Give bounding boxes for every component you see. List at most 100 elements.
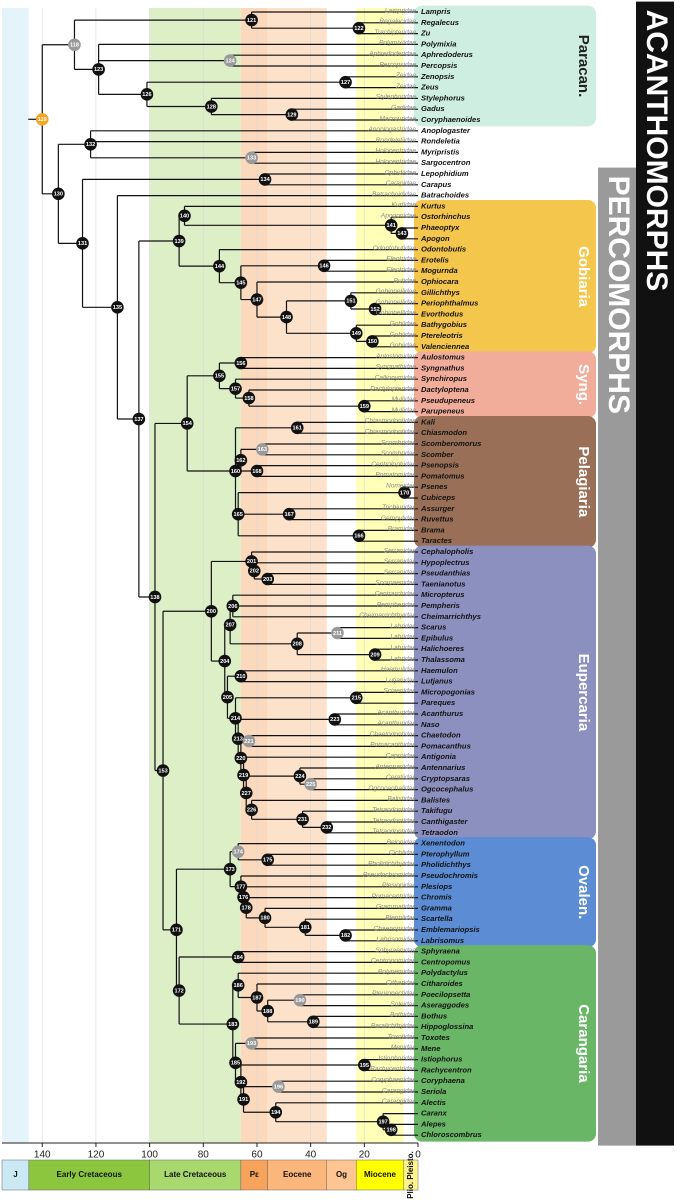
node-label: 189 [309, 1020, 318, 1026]
clade-box [414, 837, 596, 948]
node-label: 190 [295, 998, 304, 1004]
node-label: 129 [287, 112, 296, 118]
family-label: Odontobutidae [373, 245, 417, 252]
family-label: Scombridae [381, 450, 417, 457]
x-tick-label: 80 [198, 1150, 210, 1161]
x-tick-label: 40 [305, 1150, 317, 1161]
clade-label: Ovalen. [575, 865, 592, 919]
genus-label: Apogon [420, 234, 450, 243]
node-label: 148 [282, 315, 291, 321]
node [290, 637, 304, 651]
genus-label: Thalassoma [421, 655, 465, 664]
genus-label: Ruvettus [421, 515, 454, 524]
node-label: 188 [263, 1009, 272, 1015]
node-label: 166 [354, 534, 363, 540]
clade-box [414, 351, 596, 418]
genus-label: Aphredoderus [420, 50, 473, 59]
family-label: Rachycentridae [370, 1066, 416, 1073]
node [384, 219, 398, 232]
genus-label: Cubiceps [421, 493, 455, 502]
node [92, 63, 105, 76]
node [237, 890, 250, 904]
node [328, 713, 342, 726]
family-label: Citharidae [386, 979, 416, 986]
genus-label: Evorthodus [421, 309, 463, 318]
node [398, 486, 411, 499]
family-label: Ceratiidae [386, 774, 416, 781]
family-label: Sciaenidae [383, 688, 416, 695]
genus-label: Sargocentron [421, 158, 471, 167]
node-label: 156 [236, 361, 245, 367]
genus-label: Ophiocara [421, 277, 459, 286]
node [234, 1075, 248, 1089]
node-label: 221 [244, 739, 253, 745]
node-label: 227 [242, 791, 251, 797]
family-label: Plesiopidae [382, 882, 416, 889]
genus-label: Kali [421, 417, 436, 426]
node-label: 138 [150, 595, 159, 601]
node-label: 118 [70, 43, 79, 49]
clade-label: Eupercaria [575, 654, 592, 732]
family-label: Kurtidae [391, 202, 416, 209]
genus-label: Plesiops [421, 882, 452, 891]
family-label: Aulostomidae [375, 353, 416, 360]
node [358, 1058, 371, 1072]
node-label: 197 [378, 1119, 387, 1125]
family-label: Polymixiidae [379, 40, 416, 47]
node [84, 138, 97, 151]
family-label: Scorpaenidae [375, 580, 416, 587]
node-label: 150 [368, 339, 377, 345]
genus-label: Zeus [420, 83, 439, 92]
node-label: 127 [341, 80, 350, 86]
node-label: 137 [134, 417, 143, 423]
x-tick-label: 0 [415, 1150, 421, 1161]
family-label: Stylephoridae [376, 94, 417, 101]
family-label: Menidae [391, 1044, 417, 1051]
node-label: 201 [247, 559, 256, 565]
node [226, 1017, 240, 1031]
genus-label: Lampris [421, 7, 451, 16]
family-label: Antennariidae [374, 763, 416, 770]
node-label: 130 [54, 192, 63, 198]
node [213, 259, 226, 273]
node [269, 1105, 283, 1119]
node-label: 204 [220, 659, 230, 665]
family-label: Blenniidae [385, 914, 416, 921]
genus-label: Zu [420, 29, 431, 38]
node-label: 174 [234, 849, 244, 855]
node-label: 140 [180, 214, 189, 220]
node-label: 185 [231, 1061, 240, 1067]
node [245, 555, 258, 568]
family-label: Ogcocephalidae [368, 785, 416, 792]
genus-label: Chiasmodon [421, 428, 467, 437]
genus-label: Zenopsis [420, 72, 454, 81]
family-label: Pholidichthyidae [368, 860, 416, 867]
genus-label: Pholidichthys [421, 860, 471, 869]
node-label: 194 [271, 1110, 281, 1116]
node-label: 163 [258, 447, 267, 453]
genus-label: Carapus [421, 180, 451, 189]
family-label: Scombridae [381, 439, 417, 446]
node-label: 223 [330, 717, 339, 723]
family-label: Syngnathidae [376, 364, 417, 371]
node-label: 198 [386, 1128, 395, 1134]
genus-label: Mogurnda [421, 266, 458, 275]
period-label: Late Cretaceous [164, 1170, 227, 1179]
node [368, 302, 382, 316]
node-label: 149 [352, 331, 361, 337]
genus-label: Cryptopsaras [421, 774, 470, 783]
node-label: 193 [247, 1041, 256, 1047]
node [307, 1015, 320, 1029]
family-label: Serranidae [384, 547, 417, 554]
x-tick-label: 20 [359, 1150, 371, 1161]
node [339, 929, 352, 942]
family-label: Trachipteridae [374, 29, 416, 36]
clade-box [414, 416, 596, 548]
node-label: 200 [207, 609, 216, 615]
node-label: 225 [306, 782, 315, 788]
x-tick-label: 140 [34, 1150, 51, 1161]
genus-label: Dactyloptena [421, 385, 469, 394]
genus-label: Assurger [420, 504, 455, 513]
family-label: Butidae [394, 277, 417, 284]
node-label: 133 [247, 156, 256, 162]
